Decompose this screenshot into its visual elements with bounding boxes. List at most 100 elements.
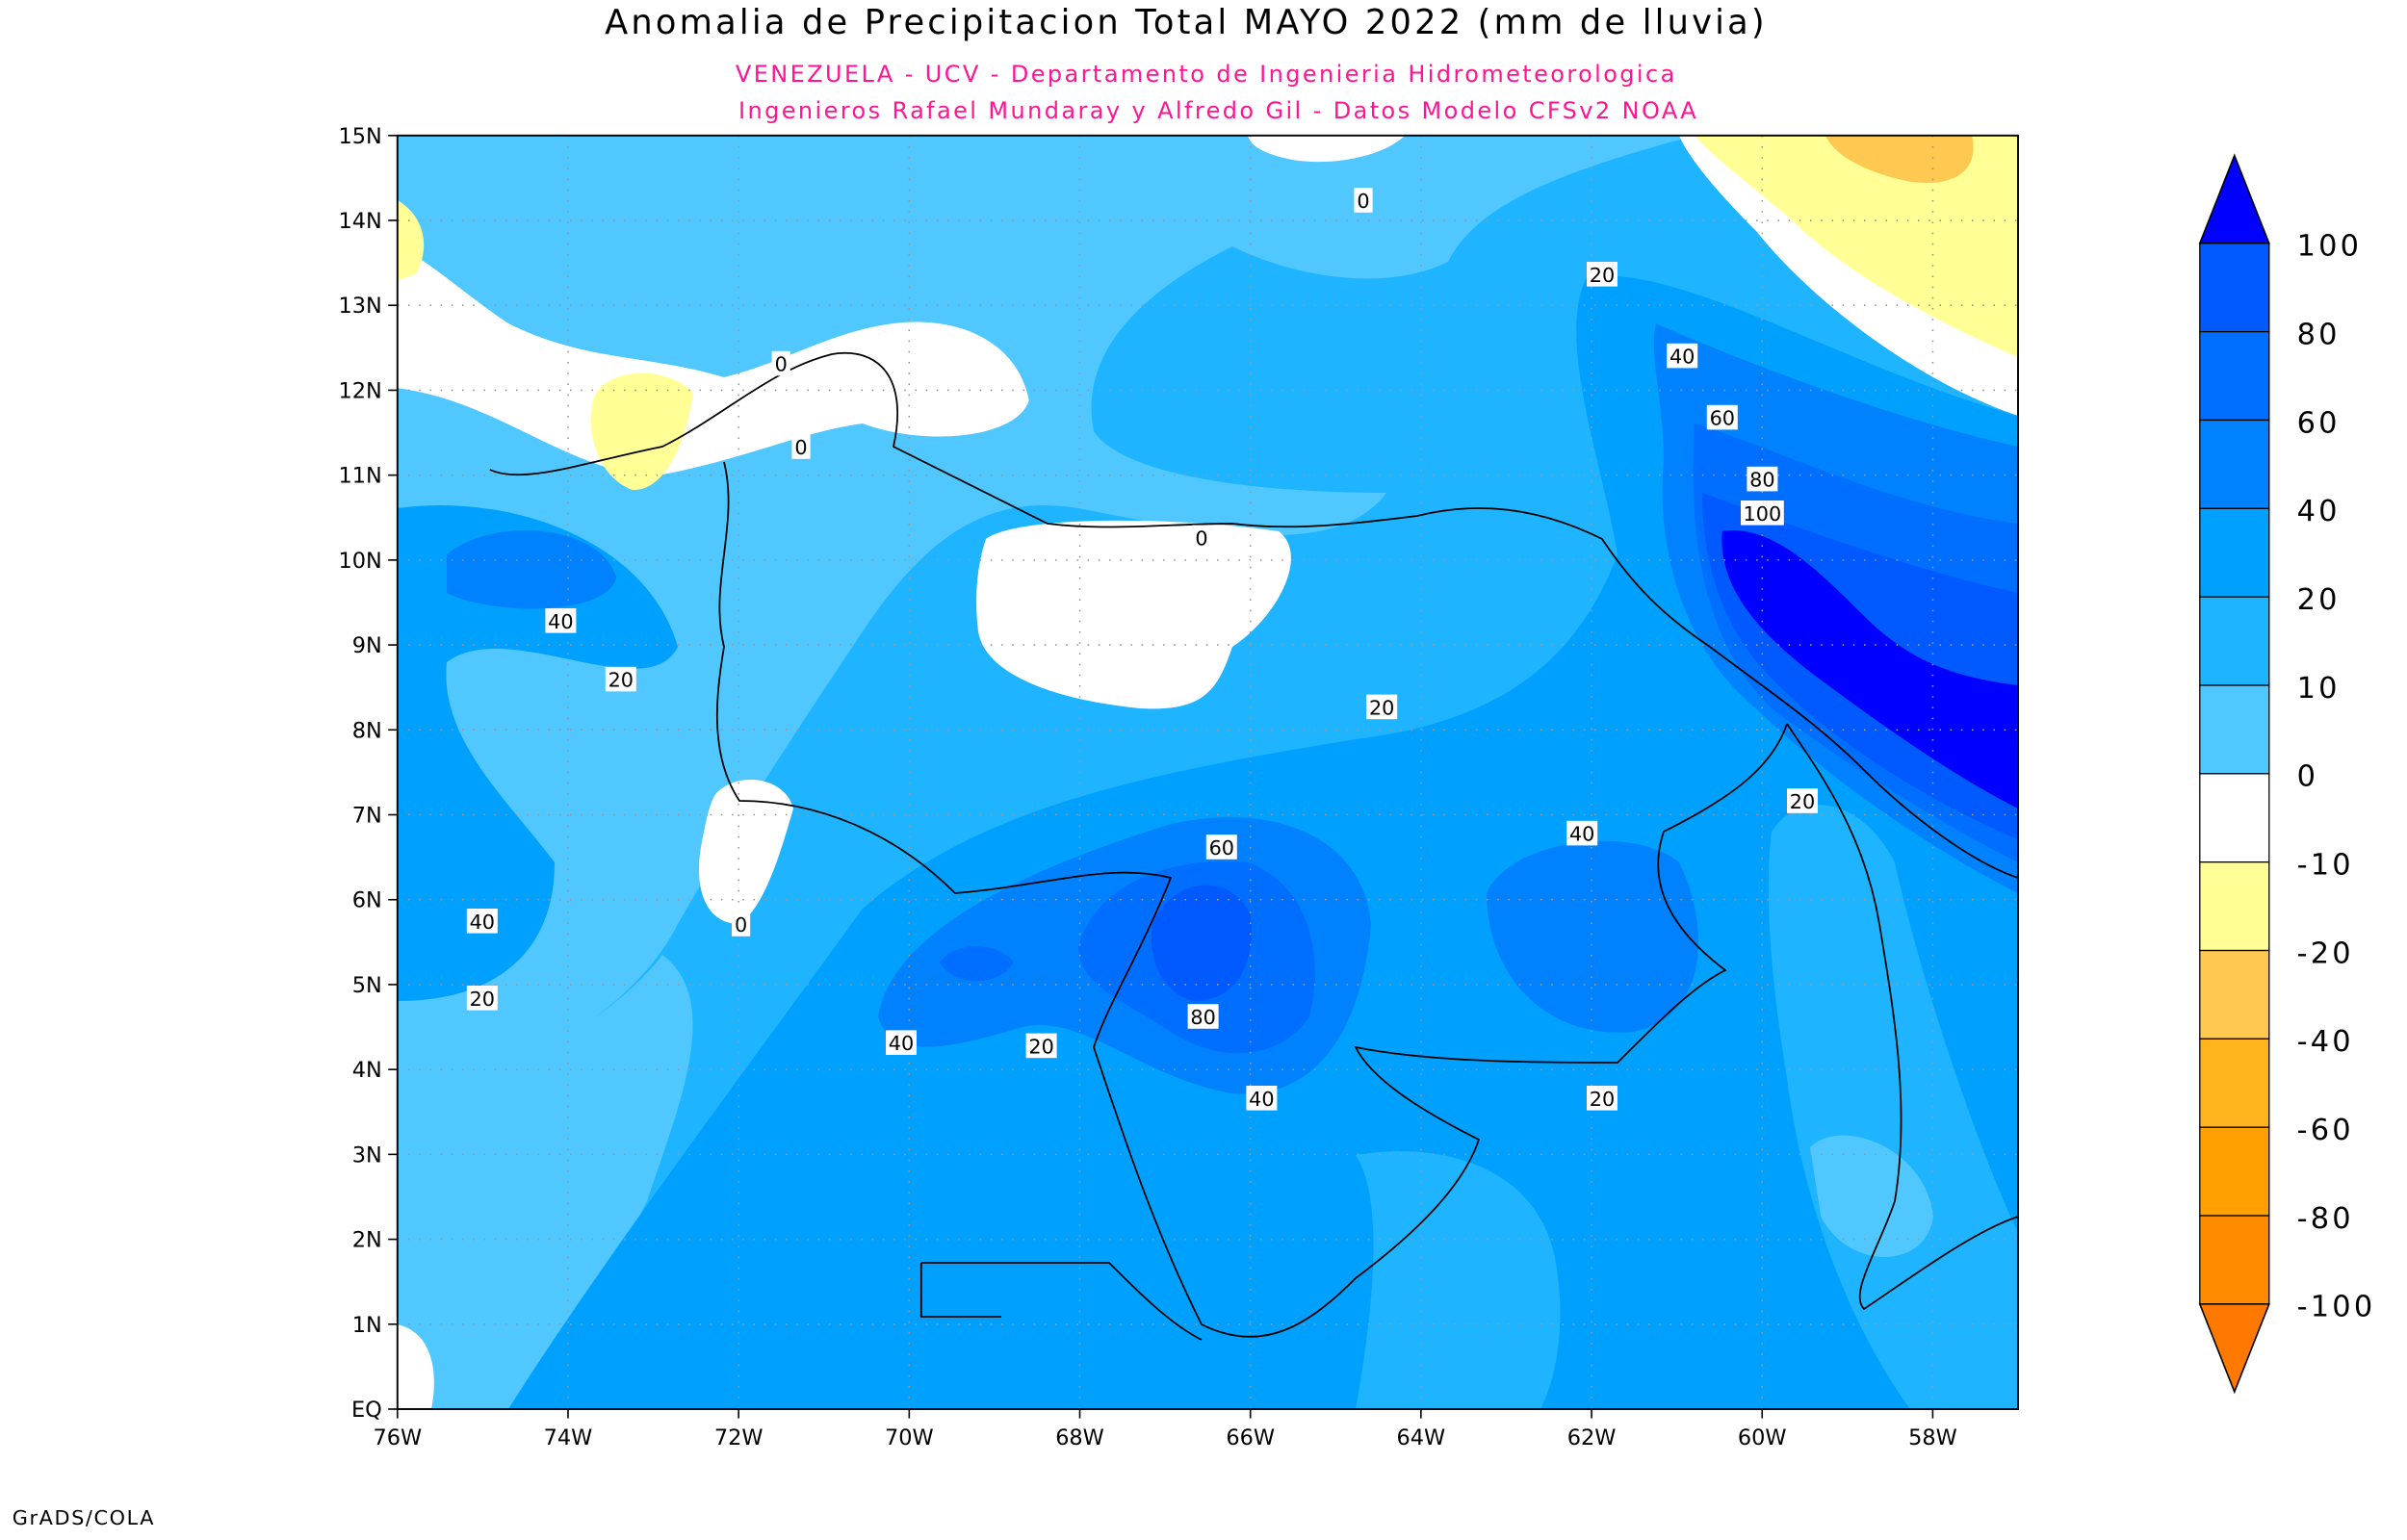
- contour-label-bg: [1187, 1004, 1219, 1029]
- contour-label-bg: [1787, 788, 1818, 813]
- contour-label-bg: [1587, 262, 1618, 287]
- colorbar-swatch: [2199, 243, 2270, 333]
- colorbar-swatch: [2199, 330, 2270, 422]
- fill-over-100: [1721, 530, 2018, 808]
- axes: 76W 74W 72W 70W 68W 66W 64W 62W 60W 58W EQ 1N 2N 3N 4N…: [339, 124, 1957, 1450]
- contour-label: 40: [1669, 346, 1695, 369]
- colorbar-swatch: [2199, 1038, 2270, 1128]
- x-tick-label: 66W: [1226, 1425, 1275, 1450]
- contour-label: 20: [1590, 264, 1615, 287]
- colorbar-label: 80: [2297, 318, 2341, 351]
- y-tick-label: 4N: [352, 1058, 382, 1083]
- colorbar-top-arrow: [2198, 153, 2270, 244]
- contour-label: 20: [1790, 790, 1815, 813]
- contour-label-bg: [1366, 694, 1398, 720]
- colorbar-swatch: [2199, 596, 2270, 686]
- colorbar-label: 40: [2297, 495, 2341, 528]
- y-tick-label: 9N: [352, 633, 382, 658]
- fill-yellow-northwest: [590, 372, 693, 490]
- contour-label: 80: [1749, 469, 1774, 492]
- x-tick-label: 74W: [544, 1425, 593, 1450]
- country-border: [715, 461, 1788, 1338]
- contour-label-bg: [1205, 834, 1237, 860]
- colorbar-label: -80: [2297, 1202, 2354, 1236]
- colorbar-label: -20: [2297, 937, 2354, 970]
- contour-label-bg: [605, 666, 636, 692]
- colorbar-label: 60: [2297, 406, 2341, 440]
- fill-10-20-east: [1768, 805, 2018, 1409]
- fill-white-northwest: [397, 246, 1029, 477]
- contour-label: 40: [1249, 1088, 1274, 1111]
- y-tick-label: 15N: [339, 124, 382, 149]
- colorbar-label: 100: [2297, 230, 2363, 264]
- y-tick-label: 3N: [352, 1142, 382, 1168]
- subtitle-institution: VENEZUELA - UCV - Departamento de Ingeni…: [736, 61, 1677, 88]
- contour-label: 0: [1195, 526, 1207, 550]
- map-area: 0 20 40 60 80 100 0 0 0 40 20 20 20 40 60 0 40 20 80 40 20 40…: [397, 135, 2018, 1409]
- contour-label: 20: [470, 988, 495, 1011]
- subtitle-authors: Ingenieros Rafael Mundaray y Alfredo Gil…: [738, 97, 1698, 124]
- fill-20-40-west: [397, 505, 678, 1001]
- contour-labels: 0 20 40 60 80 100 0 0 0 40 20 20 20 40 60 0 40 20 80 40 20 40…: [466, 188, 1818, 1111]
- coastline: [489, 351, 2018, 879]
- y-tick-label: 12N: [339, 378, 382, 403]
- x-tick-label: 62W: [1567, 1425, 1617, 1450]
- contour-label-bg: [1706, 404, 1738, 430]
- colorbar-swatch: [2199, 773, 2270, 863]
- contour-label: 80: [1190, 1006, 1215, 1029]
- colorbar-swatch: [2199, 1126, 2270, 1217]
- contour-label: 40: [470, 911, 495, 934]
- y-tick-label: 8N: [352, 718, 382, 743]
- contour-label: 40: [1569, 823, 1594, 846]
- fill-white-corner: [397, 1324, 434, 1409]
- contour-label-bg: [1192, 525, 1211, 551]
- x-tick-label: 70W: [885, 1425, 934, 1450]
- y-tick-label: 14N: [339, 209, 382, 234]
- colorbar-label: 20: [2297, 583, 2341, 617]
- x-tick-label: 72W: [714, 1425, 764, 1450]
- contour-label-bg: [1025, 1033, 1057, 1059]
- contour-label-bg: [1747, 466, 1778, 492]
- y-tick-label: 6N: [352, 888, 382, 913]
- contour-label: 0: [794, 436, 807, 459]
- x-tick-label: 64W: [1397, 1425, 1446, 1450]
- fill-40-60-east: [1487, 840, 1698, 1033]
- x-tick-label: 68W: [1055, 1425, 1104, 1450]
- fill-orange-northeast: [1825, 135, 1974, 184]
- colorbar-label: 0: [2297, 760, 2319, 794]
- colorbar-swatch: [2199, 949, 2270, 1040]
- colorbar-label: 10: [2297, 672, 2341, 706]
- contour-label-bg: [1246, 1086, 1278, 1111]
- contour-label-bg: [1566, 820, 1598, 846]
- x-tick-label: 76W: [373, 1425, 422, 1450]
- y-tick-label: 5N: [352, 973, 382, 998]
- colorbar-label: -10: [2297, 848, 2354, 882]
- contour-label-bg: [1741, 500, 1784, 526]
- colorbar-swatch: [2199, 419, 2270, 509]
- colorbar-label: -60: [2297, 1114, 2354, 1147]
- colorbar-swatch: [2199, 861, 2270, 952]
- contour-label: 0: [735, 913, 747, 937]
- contour-label: 60: [1710, 407, 1735, 430]
- contour-label: 60: [1209, 836, 1234, 860]
- country-border: [919, 1262, 1203, 1341]
- contour-label: 20: [1028, 1035, 1053, 1058]
- y-tick-label: 11N: [339, 464, 382, 489]
- fill-white-southwest: [698, 780, 793, 924]
- contour-label: 0: [1357, 190, 1369, 213]
- fill-0-10-southwest: [397, 955, 693, 1409]
- colorbar-label: -100: [2297, 1291, 2376, 1324]
- colorbar-label: -40: [2297, 1025, 2354, 1059]
- fill-10-20-blob: [1356, 1151, 1561, 1409]
- y-tick-label: 2N: [352, 1228, 382, 1253]
- colorbar-swatch: [2199, 684, 2270, 775]
- contour-label-bg: [466, 909, 498, 934]
- contour-label-bg: [1587, 1086, 1618, 1111]
- contour-label: 20: [1369, 696, 1394, 719]
- contour-label-bg: [466, 986, 498, 1011]
- contour-label: 100: [1744, 502, 1782, 526]
- y-tick-label: 13N: [339, 294, 382, 319]
- y-tick-label: 10N: [339, 549, 382, 574]
